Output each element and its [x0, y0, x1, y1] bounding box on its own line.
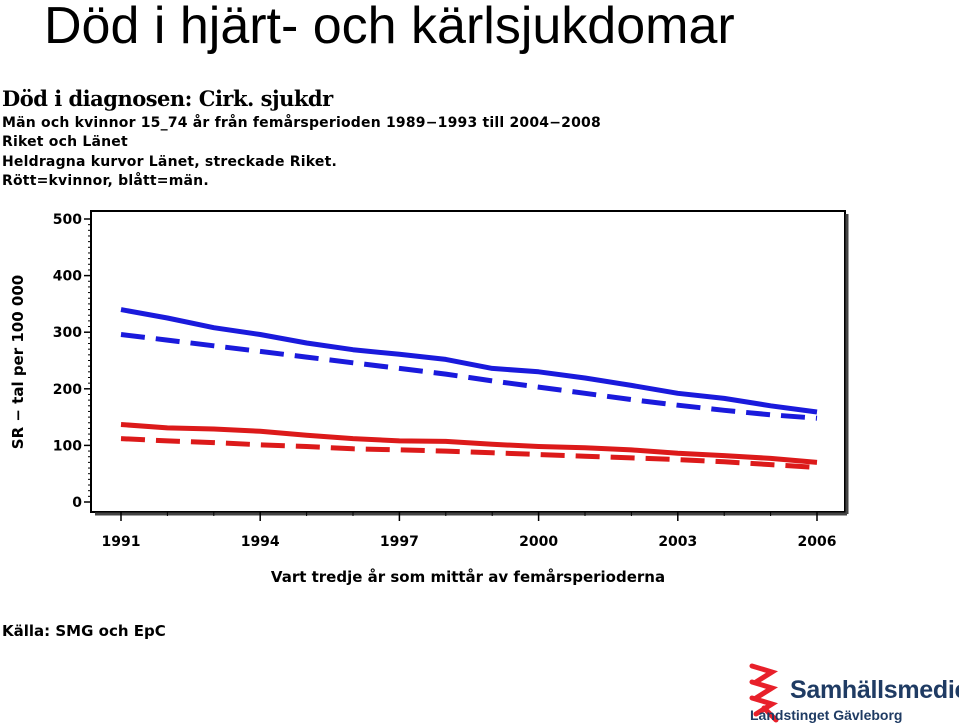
x-axis-label: Vart tredje år som mittår av femårsperio…	[271, 568, 665, 586]
y-axis-label: SR − tal per 100 000	[9, 275, 27, 449]
diagnosis-subtitle: Död i diagnosen: Cirk. sjukdr	[2, 86, 333, 111]
y-tick-label: 200	[53, 382, 82, 398]
y-tick-label: 0	[72, 495, 82, 511]
samhallsmedicin-logo	[749, 663, 779, 723]
page-title: Död i hjärt- och kärlsjukdomar	[44, 0, 735, 55]
source-note: Källa: SMG och EpC	[2, 622, 166, 640]
x-tick-label: 2003	[658, 534, 697, 550]
info-line-regions: Riket och Länet	[2, 134, 128, 150]
x-tick-label: 2006	[798, 534, 837, 550]
x-tick-label: 1991	[102, 534, 141, 550]
series-riket-man	[120, 332, 818, 421]
info-line-line-styles: Heldragna kurvor Länet, streckade Riket.	[2, 154, 338, 170]
series-lanet-man	[120, 307, 818, 415]
y-tick-label: 300	[53, 325, 82, 341]
x-tick-label: 1994	[241, 534, 280, 550]
logo-mark-icon	[749, 663, 779, 723]
y-tick-label: 100	[53, 438, 82, 454]
x-tick-label: 2000	[519, 534, 558, 550]
series-lanet-kvinnor	[120, 422, 818, 465]
info-line-population: Män och kvinnor 15_74 år från femårsperi…	[2, 115, 601, 131]
y-tick-label: 500	[53, 212, 82, 228]
info-line-colors: Rött=kvinnor, blått=män.	[2, 173, 209, 189]
logo-name: Samhällsmedicin	[790, 676, 959, 704]
series-riket-kvinnor	[120, 436, 818, 470]
y-tick-label: 400	[53, 269, 82, 285]
logo-org: Landstinget Gävleborg	[750, 707, 903, 723]
x-tick-label: 1997	[380, 534, 419, 550]
